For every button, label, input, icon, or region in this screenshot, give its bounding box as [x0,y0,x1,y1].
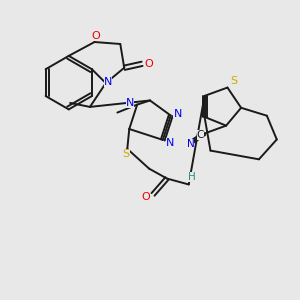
Text: N: N [103,77,112,87]
Text: S: S [230,76,237,85]
Text: C: C [197,130,204,140]
Text: N: N [126,98,134,108]
Text: O: O [142,192,151,203]
Text: N: N [166,138,174,148]
Text: O: O [145,59,153,69]
Text: N: N [173,109,182,118]
Text: S: S [123,149,130,159]
Text: O: O [91,31,100,41]
Text: N: N [187,140,194,149]
Text: H: H [188,172,196,182]
